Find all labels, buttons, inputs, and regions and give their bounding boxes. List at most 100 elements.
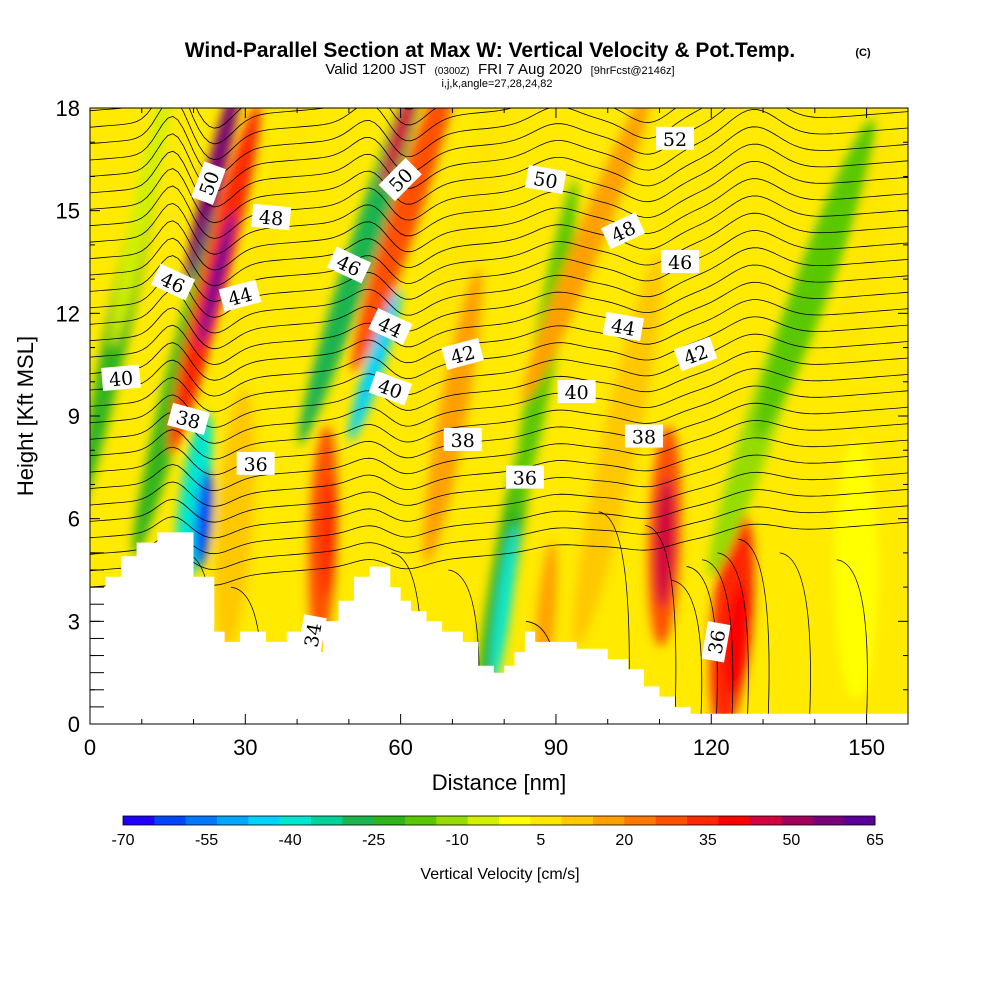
theta-isoline bbox=[90, 230, 908, 318]
theta-isoline bbox=[90, 108, 415, 129]
colorbar-tick-label: -10 bbox=[446, 832, 469, 849]
terrain bbox=[90, 532, 908, 724]
theta-isoline bbox=[90, 264, 908, 350]
colorbar-tick-label: -25 bbox=[362, 832, 385, 849]
contour-label-box bbox=[656, 126, 695, 150]
contour-label-text: 36 bbox=[244, 454, 268, 476]
theta-isoline bbox=[90, 521, 908, 588]
y-tick-label: 3 bbox=[68, 609, 80, 634]
contour-label: 38 bbox=[443, 427, 482, 452]
contour-label-box bbox=[602, 311, 645, 342]
contour-label-box bbox=[368, 308, 413, 346]
colorbar-swatch bbox=[154, 816, 187, 825]
theta-isoline bbox=[90, 247, 908, 334]
contour-label-box bbox=[101, 364, 141, 391]
theta-isoline bbox=[90, 195, 908, 287]
colorbar-title: Vertical Velocity [cm/s] bbox=[420, 866, 579, 883]
colorbar-swatch bbox=[342, 816, 375, 825]
colorbar-swatch bbox=[436, 816, 469, 825]
colorbar-swatch bbox=[624, 816, 657, 825]
theta-isoline bbox=[738, 538, 770, 718]
colorbar-swatch bbox=[499, 816, 531, 825]
contour-label-text: 34 bbox=[301, 621, 327, 649]
colorbar-swatch bbox=[311, 816, 343, 825]
contour-label-text: 46 bbox=[668, 252, 692, 274]
theta-isoline bbox=[90, 368, 908, 444]
contour-label-box bbox=[251, 203, 292, 231]
colorbar-tick-label: 50 bbox=[783, 832, 801, 849]
contour-label: 50 bbox=[524, 164, 567, 194]
velocity-core-33 bbox=[834, 440, 879, 700]
subtitle-valid: Valid 1200 JST bbox=[325, 61, 426, 78]
x-tick-label: 150 bbox=[848, 735, 885, 760]
colorbar-tick-label: -55 bbox=[195, 832, 218, 849]
contour-label-box bbox=[557, 380, 596, 404]
y-tick-label: 0 bbox=[68, 712, 80, 737]
contour-label-text: 40 bbox=[108, 367, 134, 391]
velocity-core-16 bbox=[351, 108, 461, 373]
colorbar-swatch bbox=[248, 816, 281, 825]
contour-label: 48 bbox=[251, 203, 292, 231]
colorbar-tick-label: 20 bbox=[615, 832, 633, 849]
x-tick-label: 90 bbox=[544, 735, 568, 760]
theta-isoline bbox=[90, 108, 704, 176]
contour-label: 36 bbox=[236, 451, 275, 476]
velocity-core-8 bbox=[198, 211, 235, 348]
colorbar-tick-labels: -70 -55 -40 -25 -10 5 20 35 50 65 bbox=[111, 832, 884, 849]
theta-isoline bbox=[90, 402, 908, 476]
chart-subtitle: Valid 1200 JST (0300Z) FRI 7 Aug 2020 [9… bbox=[325, 61, 674, 78]
contour-label-text: 38 bbox=[451, 430, 475, 452]
y-tick-label: 15 bbox=[56, 199, 80, 224]
theta-isoline bbox=[670, 579, 703, 718]
colorbar-swatch bbox=[123, 816, 155, 825]
colorbar-swatch bbox=[749, 816, 782, 825]
contour-label-text: 52 bbox=[663, 129, 687, 151]
contour-label: 34 bbox=[297, 614, 327, 656]
velocity-core-29 bbox=[724, 583, 751, 694]
theta-isoline bbox=[90, 160, 908, 255]
chart-indices: i,j,k,angle=27,28,24,82 bbox=[441, 78, 552, 90]
contour-label-box bbox=[701, 621, 731, 663]
x-tick-label: 30 bbox=[233, 735, 257, 760]
x-axis: 0 30 60 90 120 150 bbox=[84, 108, 885, 760]
colorbar-tick-label: 5 bbox=[536, 832, 545, 849]
colorbar-tick-label: 65 bbox=[866, 832, 884, 849]
theta-isoline bbox=[90, 385, 908, 460]
velocity-core-17 bbox=[380, 108, 421, 190]
theta-isoline bbox=[90, 281, 908, 366]
contour-label-box bbox=[150, 263, 196, 301]
theta-isoline bbox=[701, 559, 734, 718]
colorbar bbox=[122, 815, 876, 826]
x-tick-label: 0 bbox=[84, 735, 96, 760]
theta-isoline bbox=[90, 437, 908, 507]
theta-isoline bbox=[90, 178, 908, 271]
x-axis-label: Distance [nm] bbox=[432, 770, 567, 795]
velocity-core-32 bbox=[842, 126, 891, 364]
colorbar-swatch bbox=[561, 816, 594, 825]
contour-label-text: 38 bbox=[632, 427, 656, 449]
contour-label-box bbox=[443, 427, 482, 451]
theta-isoline bbox=[90, 420, 908, 492]
velocity-core-12 bbox=[320, 475, 336, 596]
colorbar-tick-label: -70 bbox=[111, 832, 134, 849]
theta-isoline bbox=[90, 505, 908, 572]
theta-isoline bbox=[90, 109, 908, 208]
theta-isoline bbox=[90, 350, 908, 429]
theta-isoline bbox=[717, 552, 749, 718]
y-tick-label: 18 bbox=[56, 96, 80, 121]
colorbar-swatch bbox=[687, 816, 719, 825]
contour-label-box bbox=[441, 337, 484, 370]
colorbar-swatch bbox=[405, 816, 437, 825]
velocity-core-10 bbox=[213, 108, 309, 388]
contour-label-box bbox=[378, 157, 422, 202]
colorbar-swatch bbox=[279, 816, 312, 825]
velocity-core-19 bbox=[408, 108, 517, 439]
contour-label-box bbox=[661, 250, 700, 273]
colorbar-swatch bbox=[593, 816, 625, 825]
contour-label: 36 bbox=[505, 465, 544, 490]
contour-label: 48 bbox=[600, 212, 646, 250]
